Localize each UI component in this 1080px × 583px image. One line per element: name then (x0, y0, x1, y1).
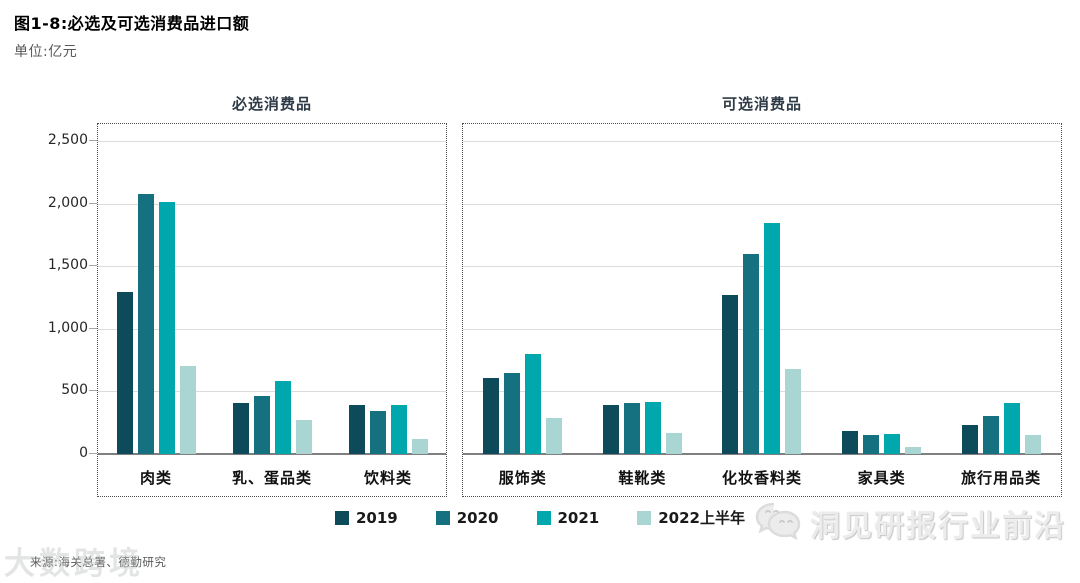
source-note: 来源:海关总署、德勤研究 (30, 555, 167, 569)
bar-2021-旅行用品类 (1003, 403, 1020, 454)
bar-2022上半年-家具类 (905, 447, 922, 454)
unit-label: 单位:亿元 (14, 44, 78, 60)
bar-2020-乳、蛋品类 (253, 396, 270, 454)
y-axis-tick-label: 0 (79, 445, 88, 461)
legend-item-2020: 2020 (435, 507, 499, 528)
legend-swatch-icon (637, 510, 652, 525)
bar-group-服饰类 (463, 141, 583, 454)
bar-2019-旅行用品类 (961, 425, 978, 454)
legend-swatch-icon (536, 510, 551, 525)
x-axis-baseline (98, 453, 446, 455)
panel-title-essential: 必选消费品 (231, 95, 312, 113)
bar-2022上半年-鞋靴类 (665, 433, 682, 454)
panel-optional-goods: 服饰类 鞋靴类 化妆香料类 家具类 旅行用品类 (462, 123, 1062, 497)
bar-2019-肉类 (116, 292, 133, 454)
bar-2022上半年-化妆香料类 (785, 369, 802, 454)
bar-2019-鞋靴类 (602, 405, 619, 454)
legend-swatch-icon (435, 510, 450, 525)
gridline (463, 328, 1061, 330)
legend-label: 2019 (356, 508, 398, 527)
x-axis-baseline (463, 453, 1061, 455)
y-axis-tick-mark (89, 140, 97, 141)
category-label-乳、蛋品类: 乳、蛋品类 (231, 469, 312, 487)
bar-2020-服饰类 (504, 373, 521, 454)
gridline (98, 328, 446, 330)
y-axis-tick-label: 1,500 (47, 257, 88, 274)
gridline (463, 266, 1061, 268)
panel-essential-goods: 肉类 乳、蛋品类 饮料类 (97, 123, 447, 497)
legend-label: 2021 (557, 508, 600, 527)
bar-2022上半年-旅行用品类 (1024, 435, 1041, 454)
bar-2020-化妆香料类 (743, 254, 760, 454)
bar-group-饮料类 (330, 141, 446, 454)
gridline (463, 203, 1061, 205)
gridline (98, 203, 446, 205)
page-title: 图1-8:必选及可选消费品进口额 (14, 14, 250, 33)
category-label-饮料类: 饮料类 (363, 469, 412, 487)
y-axis-tick-mark (89, 453, 97, 454)
bar-2019-饮料类 (348, 405, 365, 454)
legend-swatch-icon (335, 510, 349, 525)
bar-2019-化妆香料类 (722, 295, 739, 454)
bar-2021-服饰类 (525, 354, 542, 454)
bar-2019-乳、蛋品类 (232, 403, 249, 454)
legend-item-2022上半年: 2022上半年 (637, 507, 745, 528)
category-label-服饰类: 服饰类 (498, 469, 547, 487)
category-label-鞋靴类: 鞋靴类 (618, 469, 667, 487)
panel-title-optional: 可选消费品 (721, 95, 802, 113)
legend-item-2019: 2019 (335, 507, 398, 528)
bar-2020-鞋靴类 (623, 403, 640, 454)
bar-group-旅行用品类 (941, 141, 1061, 454)
bar-2019-服饰类 (483, 378, 500, 454)
category-label-肉类: 肉类 (139, 469, 172, 487)
bar-groups (463, 141, 1061, 454)
bar-2019-家具类 (842, 431, 859, 454)
gridline (98, 141, 446, 142)
bar-2022上半年-饮料类 (411, 439, 428, 454)
y-axis-tick-label: 2,000 (47, 194, 88, 211)
bar-2021-饮料类 (390, 405, 407, 454)
bar-2022上半年-乳、蛋品类 (295, 420, 312, 454)
bar-2021-家具类 (884, 434, 901, 454)
y-axis-tick-mark (89, 265, 97, 267)
gridline (463, 391, 1061, 393)
legend-item-2021: 2021 (536, 507, 600, 528)
gridline (98, 266, 446, 268)
category-label-旅行用品类: 旅行用品类 (961, 469, 1042, 487)
legend-label: 2020 (456, 508, 499, 527)
bar-group-化妆香料类 (702, 141, 822, 454)
category-label-家具类: 家具类 (857, 469, 906, 487)
y-axis-tick-mark (89, 390, 97, 392)
bar-2020-旅行用品类 (982, 416, 999, 454)
y-axis-tick-label: 1,000 (47, 319, 88, 336)
y-axis-tick-label: 2,500 (47, 132, 88, 148)
plot-area (98, 141, 446, 455)
bar-2022上半年-肉类 (179, 366, 196, 454)
bar-group-家具类 (822, 141, 942, 454)
bar-2021-鞋靴类 (644, 402, 661, 454)
category-labels: 服饰类 鞋靴类 化妆香料类 家具类 旅行用品类 (463, 467, 1061, 488)
bar-2021-肉类 (158, 202, 175, 454)
category-label-化妆香料类: 化妆香料类 (721, 469, 802, 487)
bar-group-肉类 (98, 141, 214, 454)
plot-area (463, 141, 1061, 455)
bar-groups (98, 141, 446, 454)
bar-2021-化妆香料类 (764, 223, 781, 454)
gridline (463, 141, 1061, 142)
bar-group-乳、蛋品类 (214, 141, 330, 454)
bar-2020-家具类 (863, 435, 880, 454)
category-labels: 肉类 乳、蛋品类 饮料类 (98, 467, 446, 488)
legend-label: 2022上半年 (658, 509, 745, 527)
bar-group-鞋靴类 (583, 141, 703, 454)
y-axis-tick-mark (89, 202, 97, 204)
y-axis-tick-mark (89, 327, 97, 329)
bar-2020-饮料类 (369, 411, 386, 454)
bar-2021-乳、蛋品类 (274, 381, 291, 454)
bar-2022上半年-服饰类 (546, 418, 563, 454)
y-axis-tick-label: 500 (61, 382, 88, 399)
gridline (98, 391, 446, 393)
legend: 2019 2020 2021 2022上半年 (0, 507, 1080, 528)
bar-2020-肉类 (137, 194, 154, 454)
